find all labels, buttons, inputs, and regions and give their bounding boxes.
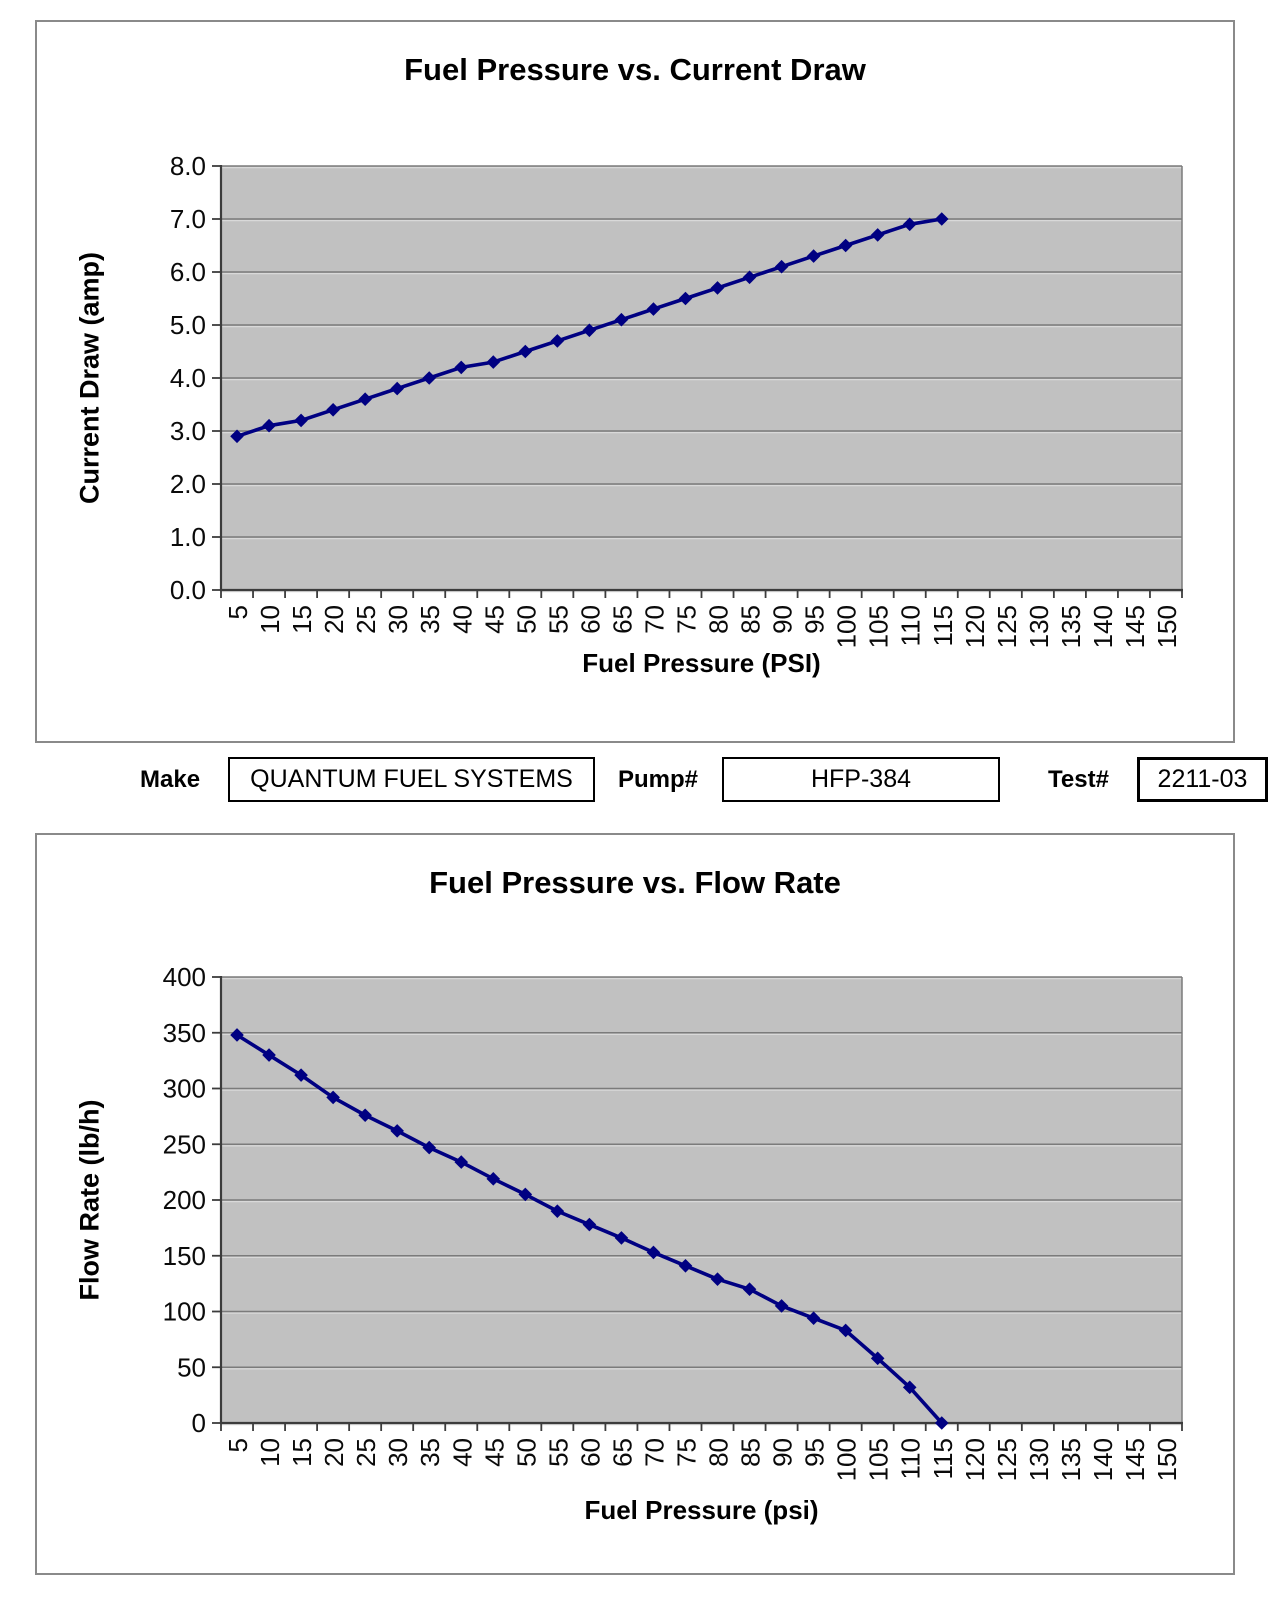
svg-text:85: 85 — [736, 1438, 766, 1467]
svg-text:20: 20 — [319, 605, 349, 634]
svg-text:120: 120 — [960, 1438, 990, 1481]
svg-text:35: 35 — [415, 605, 445, 634]
pump-number-label: Pump# — [618, 766, 699, 793]
svg-text:7.0: 7.0 — [170, 204, 206, 234]
svg-text:300: 300 — [163, 1074, 206, 1104]
svg-text:10: 10 — [255, 605, 285, 634]
svg-text:40: 40 — [447, 605, 477, 634]
svg-text:45: 45 — [479, 605, 509, 634]
make-field: QUANTUM FUEL SYSTEMS — [228, 757, 595, 802]
svg-text:4.0: 4.0 — [170, 363, 206, 393]
svg-text:65: 65 — [607, 605, 637, 634]
svg-text:1.0: 1.0 — [170, 522, 206, 552]
svg-text:3.0: 3.0 — [170, 416, 206, 446]
svg-text:110: 110 — [896, 605, 926, 646]
svg-text:130: 130 — [1024, 1438, 1054, 1481]
svg-text:25: 25 — [351, 605, 381, 634]
svg-text:150: 150 — [1152, 605, 1182, 648]
svg-text:110: 110 — [896, 1438, 926, 1479]
svg-text:65: 65 — [607, 1438, 637, 1467]
svg-text:80: 80 — [704, 605, 734, 634]
pump-number-field: HFP-384 — [722, 757, 1000, 802]
svg-text:55: 55 — [543, 605, 573, 634]
svg-text:0: 0 — [192, 1408, 206, 1438]
svg-text:200: 200 — [163, 1185, 206, 1215]
svg-text:90: 90 — [768, 1438, 798, 1467]
svg-text:5: 5 — [223, 605, 253, 619]
svg-text:15: 15 — [287, 605, 317, 634]
svg-text:125: 125 — [992, 605, 1022, 648]
svg-text:100: 100 — [832, 605, 862, 648]
x-axis-title-fuel-pressure-psi: Fuel Pressure (PSI) — [582, 648, 821, 678]
svg-text:150: 150 — [163, 1241, 206, 1271]
test-number-value: 2211-03 — [1157, 765, 1248, 793]
plot-area-current-draw: 8.0 7.0 6.0 5.0 4.0 3.0 2.0 1.0 0.0 5 10 15 20 25 30 35… — [170, 151, 1183, 648]
svg-text:100: 100 — [163, 1297, 206, 1327]
svg-text:5: 5 — [223, 1438, 253, 1452]
test-number-field: 2211-03 — [1137, 757, 1268, 802]
svg-text:145: 145 — [1120, 605, 1150, 648]
svg-text:350: 350 — [163, 1018, 206, 1048]
x-axis-title-fuel-pressure-psi-lower: Fuel Pressure (psi) — [584, 1495, 819, 1525]
svg-text:115: 115 — [928, 605, 958, 646]
svg-text:30: 30 — [383, 1438, 413, 1467]
svg-text:140: 140 — [1088, 1438, 1118, 1481]
chart-title-current-draw: Fuel Pressure vs. Current Draw — [404, 52, 866, 87]
make-label: Make — [140, 766, 201, 793]
svg-text:5.0: 5.0 — [170, 310, 206, 340]
svg-text:75: 75 — [671, 1438, 701, 1467]
svg-text:140: 140 — [1088, 605, 1118, 648]
svg-text:35: 35 — [415, 1438, 445, 1467]
svg-text:40: 40 — [447, 1438, 477, 1467]
svg-text:90: 90 — [768, 605, 798, 634]
svg-text:6.0: 6.0 — [170, 257, 206, 287]
svg-text:50: 50 — [511, 605, 541, 634]
svg-text:75: 75 — [671, 605, 701, 634]
svg-text:55: 55 — [543, 1438, 573, 1467]
svg-text:10: 10 — [255, 1438, 285, 1467]
svg-text:130: 130 — [1024, 605, 1054, 648]
svg-text:145: 145 — [1120, 1438, 1150, 1481]
svg-text:80: 80 — [704, 1438, 734, 1467]
svg-text:115: 115 — [928, 1438, 958, 1479]
make-value: QUANTUM FUEL SYSTEMS — [250, 765, 573, 793]
svg-text:60: 60 — [575, 605, 605, 634]
svg-text:105: 105 — [864, 1438, 894, 1481]
svg-text:250: 250 — [163, 1129, 206, 1159]
svg-text:50: 50 — [511, 1438, 541, 1467]
svg-text:95: 95 — [800, 605, 830, 634]
svg-text:400: 400 — [163, 962, 206, 992]
pump-number-value: HFP-384 — [810, 765, 912, 793]
plot-area-flow-rate: 400 350 300 250 200 150 100 50 0 5 10 15 20 25 30 35 40 4… — [163, 962, 1183, 1481]
svg-text:25: 25 — [351, 1438, 381, 1467]
svg-text:60: 60 — [575, 1438, 605, 1467]
chart-title-flow-rate: Fuel Pressure vs. Flow Rate — [429, 865, 841, 900]
svg-text:135: 135 — [1056, 605, 1086, 648]
svg-text:125: 125 — [992, 1438, 1022, 1481]
svg-text:30: 30 — [383, 605, 413, 634]
svg-text:85: 85 — [736, 605, 766, 634]
svg-text:0.0: 0.0 — [170, 575, 206, 605]
svg-text:100: 100 — [832, 1438, 862, 1481]
svg-text:50: 50 — [177, 1352, 206, 1382]
svg-text:105: 105 — [864, 605, 894, 648]
svg-text:150: 150 — [1152, 1438, 1182, 1481]
svg-text:70: 70 — [639, 1438, 669, 1467]
svg-text:8.0: 8.0 — [170, 151, 206, 181]
svg-text:2.0: 2.0 — [170, 469, 206, 499]
test-number-label: Test# — [1048, 766, 1109, 793]
svg-text:20: 20 — [319, 1438, 349, 1467]
chart-box-flow-rate: Fuel Pressure vs. Flow Rate Flow Rate (l… — [35, 833, 1235, 1575]
svg-text:135: 135 — [1056, 1438, 1086, 1481]
svg-text:45: 45 — [479, 1438, 509, 1467]
svg-text:95: 95 — [800, 1438, 830, 1467]
svg-text:120: 120 — [960, 605, 990, 648]
svg-text:15: 15 — [287, 1438, 317, 1467]
chart-box-current-draw: Fuel Pressure vs. Current Draw Current D… — [35, 20, 1235, 743]
svg-text:70: 70 — [639, 605, 669, 634]
